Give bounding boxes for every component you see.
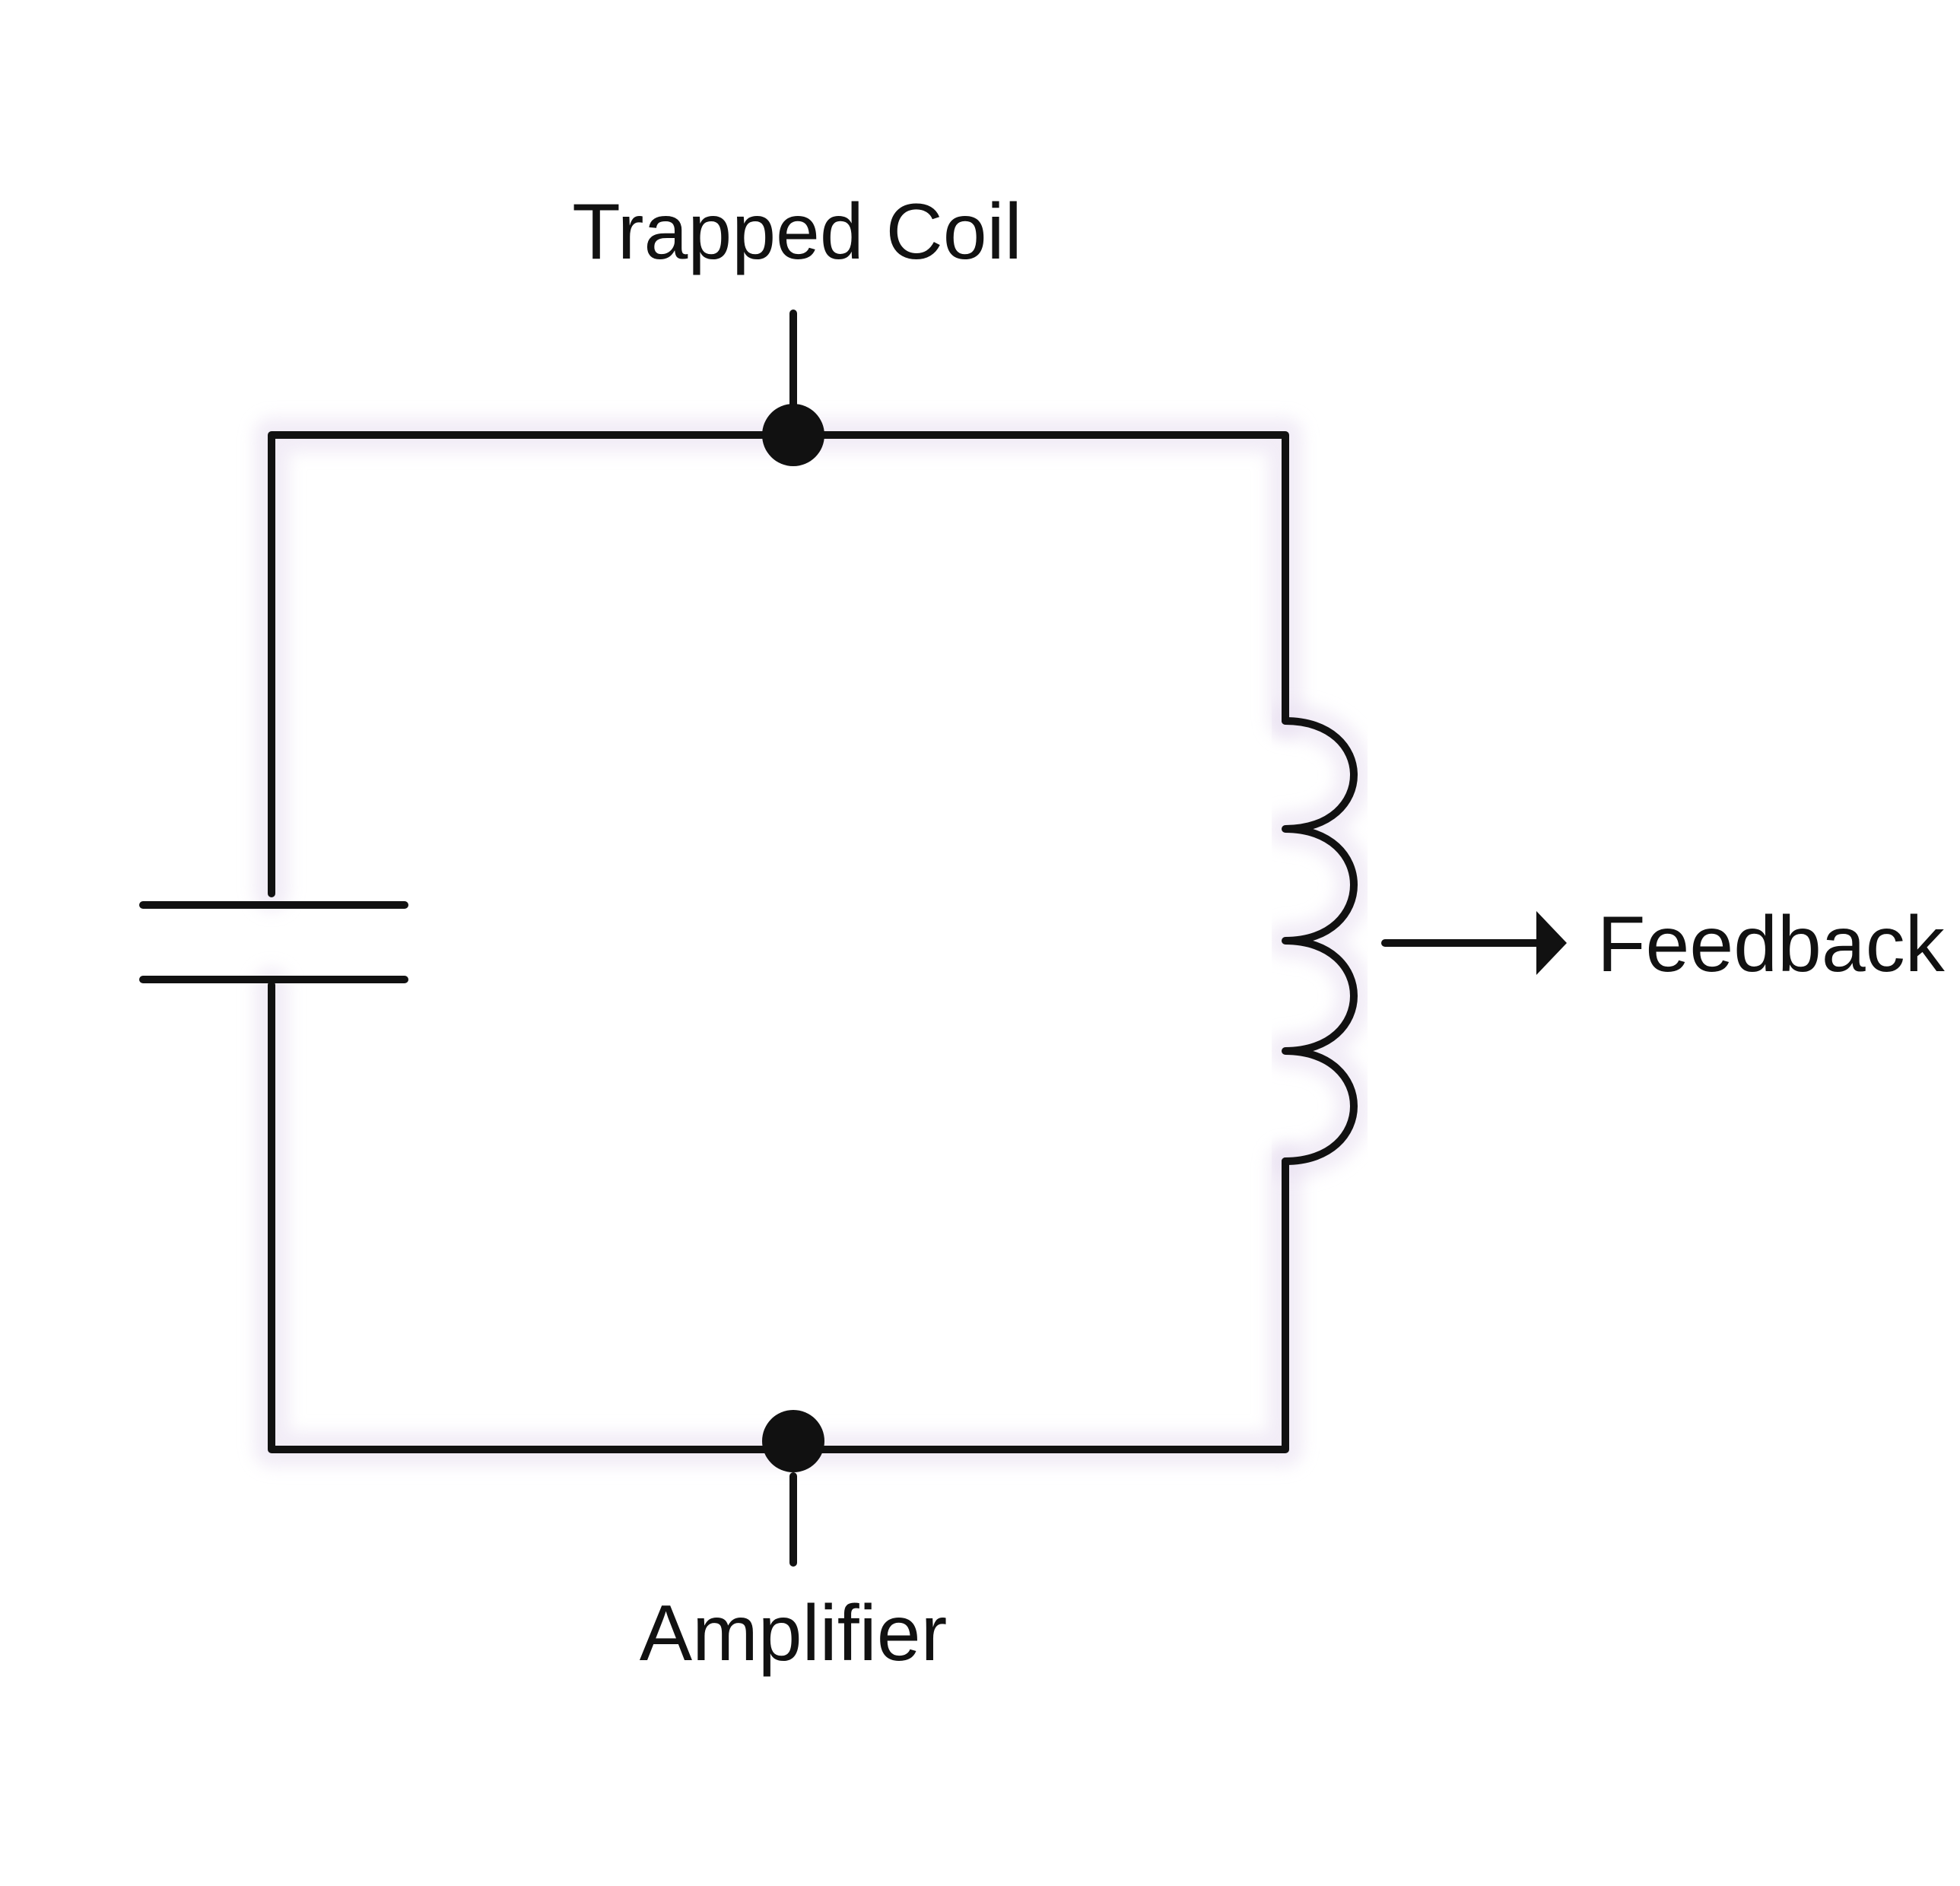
top-junction: [762, 310, 824, 466]
label-trapped-coil: Trapped Coil: [572, 188, 1022, 276]
capacitor-symbol: [139, 901, 408, 983]
feedback-arrow-icon: [1381, 911, 1567, 975]
label-amplifier: Amplifier: [640, 1589, 948, 1678]
bottom-wire: [268, 981, 1289, 1453]
inductor-coil-symbol: [1282, 717, 1358, 1165]
bottom-junction: [762, 1410, 824, 1567]
label-feedback: Feedback: [1597, 900, 1946, 989]
circuit-glow: [125, 418, 1371, 1467]
top-wire: [268, 431, 1289, 897]
